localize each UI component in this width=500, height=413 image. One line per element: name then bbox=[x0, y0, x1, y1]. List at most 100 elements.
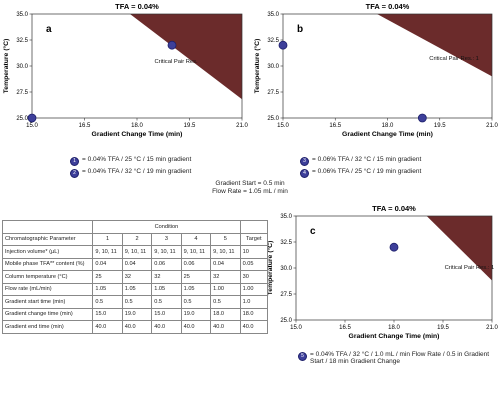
condition-number-header: 1 bbox=[92, 232, 123, 246]
target-header: Target bbox=[239, 232, 269, 246]
param-cell: Mobile phase TFA** content (%) bbox=[1, 257, 94, 271]
x-tick-label: 21.0 bbox=[236, 123, 248, 129]
y-tick-label: 35.0 bbox=[280, 214, 292, 220]
table-row: Gradient end time (min) 40.0 40.0 40.0 40.0 4… bbox=[1, 320, 269, 334]
value-cell: 9, 10, 11 bbox=[151, 245, 182, 259]
data-point-4 bbox=[417, 113, 427, 123]
legend-text: = 0.04% TFA / 32 °C / 1.0 mL / min Flow … bbox=[310, 351, 490, 365]
condition-number-header: 5 bbox=[210, 232, 241, 246]
param-cell: Gradient start time (min) bbox=[1, 295, 94, 309]
target-cell: 0.05 bbox=[239, 257, 269, 271]
table-row: Gradient change time (min) 15.0 19.0 15.0 19… bbox=[1, 307, 269, 321]
legend-text: = 0.06% TFA / 25 °C / 19 min gradient bbox=[312, 168, 422, 175]
value-cell: 0.06 bbox=[180, 257, 212, 271]
value-cell: 0.06 bbox=[151, 257, 182, 271]
table-row: Flow rate (mL/min) 1.05 1.05 1.05 1.05 1.00 1.… bbox=[1, 282, 269, 296]
critical-pair-label: Critical Pair Res.: 1 bbox=[429, 56, 479, 62]
param-cell: Flow rate (mL/min) bbox=[1, 282, 94, 296]
legend-item: 3 = 0.06% TFA / 32 °C / 15 min gradient bbox=[300, 156, 421, 166]
legend-a: 1 = 0.04% TFA / 25 °C / 15 min gradient 2 =… bbox=[70, 156, 191, 181]
param-header: Chromatographic Parameter bbox=[1, 232, 94, 246]
value-cell: 1.00 bbox=[210, 282, 241, 296]
x-tick-label: 16.5 bbox=[329, 123, 341, 129]
value-cell: 0.5 bbox=[210, 295, 241, 309]
x-tick-label: 18.0 bbox=[382, 123, 394, 129]
y-axis-label: Temperature (°C) bbox=[266, 241, 274, 296]
legend-marker-5: 5 bbox=[298, 352, 307, 361]
x-tick-label: 21.0 bbox=[486, 123, 498, 129]
target-cell: 40.0 bbox=[239, 320, 269, 334]
table-corner-cell bbox=[1, 220, 94, 234]
value-cell: 15.0 bbox=[92, 307, 123, 321]
y-tick-label: 32.5 bbox=[16, 38, 28, 44]
y-tick-label: 25.0 bbox=[280, 318, 292, 324]
param-cell: Gradient change time (min) bbox=[1, 307, 94, 321]
y-tick-label: 35.0 bbox=[267, 12, 279, 18]
value-cell: 40.0 bbox=[180, 320, 212, 334]
chart-title: TFA = 0.04% bbox=[372, 204, 416, 213]
legend-marker-3: 3 bbox=[300, 157, 309, 166]
legend-item: 1 = 0.04% TFA / 25 °C / 15 min gradient bbox=[70, 156, 191, 166]
data-point-2 bbox=[167, 40, 177, 50]
panel-label: c bbox=[310, 226, 316, 237]
table-row: Gradient start time (min) 0.5 0.5 0.5 0.5 0.5… bbox=[1, 295, 269, 309]
target-cell: 1.00 bbox=[239, 282, 269, 296]
x-tick-label: 18.0 bbox=[388, 325, 400, 331]
x-axis-label: Gradient Change Time (min) bbox=[342, 131, 433, 138]
target-header-top bbox=[239, 220, 269, 234]
y-tick-label: 27.5 bbox=[16, 90, 28, 96]
critical-pair-label: Critical Pair Res. bbox=[155, 59, 199, 65]
param-cell: Injection volume* (µL) bbox=[1, 245, 94, 259]
target-cell: 1.0 bbox=[239, 295, 269, 309]
panel-label: b bbox=[297, 24, 303, 35]
x-tick-label: 15.0 bbox=[290, 325, 302, 331]
legend-item: 2 = 0.04% TFA / 32 °C / 19 min gradient bbox=[70, 168, 191, 178]
y-tick-label: 27.5 bbox=[267, 90, 279, 96]
critical-region bbox=[426, 216, 492, 281]
critical-pair-label: Critical Pair Res.: 1 bbox=[445, 265, 495, 271]
value-cell: 32 bbox=[151, 270, 182, 284]
table-header-row-1: Condition bbox=[1, 220, 269, 234]
y-tick-label: 27.5 bbox=[280, 292, 292, 298]
chart-a: TFA = 0.04% Critical Pair Res. 15.0 16.5 18.… bbox=[2, 2, 248, 138]
x-tick-label: 16.5 bbox=[339, 325, 351, 331]
value-cell: 18.0 bbox=[210, 307, 241, 321]
value-cell: 25 bbox=[92, 270, 123, 284]
x-tick-label: 16.5 bbox=[79, 123, 91, 129]
y-tick-label: 25.0 bbox=[16, 116, 28, 122]
legend-item: 4 = 0.06% TFA / 25 °C / 19 min gradient bbox=[300, 168, 422, 178]
critical-region bbox=[377, 14, 492, 77]
y-axis-label: Temperature (°C) bbox=[2, 39, 10, 94]
data-point-1 bbox=[27, 113, 37, 123]
value-cell: 25 bbox=[180, 270, 212, 284]
x-tick-label: 19.5 bbox=[184, 123, 196, 129]
y-tick-label: 25.0 bbox=[267, 116, 279, 122]
legend-b: 3 = 0.06% TFA / 32 °C / 15 min gradient 4 =… bbox=[300, 156, 422, 181]
value-cell: 9, 10, 11 bbox=[121, 245, 153, 259]
y-tick-label: 32.5 bbox=[280, 240, 292, 246]
x-tick-label: 21.0 bbox=[486, 325, 498, 331]
target-cell: 10 bbox=[239, 245, 269, 259]
condition-header: Condition bbox=[92, 220, 241, 234]
param-cell: Gradient end time (min) bbox=[1, 320, 94, 334]
x-tick-label: 15.0 bbox=[277, 123, 289, 129]
value-cell: 19.0 bbox=[180, 307, 212, 321]
critical-region bbox=[130, 14, 242, 100]
x-axis-label: Gradient Change Time (min) bbox=[92, 131, 183, 138]
x-tick-label: 19.5 bbox=[434, 123, 446, 129]
value-cell: 0.04 bbox=[92, 257, 123, 271]
value-cell: 0.5 bbox=[151, 295, 182, 309]
legend-c: 5 = 0.04% TFA / 32 °C / 1.0 mL / min Flow… bbox=[298, 351, 498, 368]
condition-number-header: 3 bbox=[151, 232, 182, 246]
value-cell: 15.0 bbox=[151, 307, 182, 321]
value-cell: 9, 10, 11 bbox=[180, 245, 212, 259]
x-tick-label: 15.0 bbox=[26, 123, 38, 129]
value-cell: 1.05 bbox=[121, 282, 153, 296]
value-cell: 0.5 bbox=[180, 295, 212, 309]
value-cell: 40.0 bbox=[151, 320, 182, 334]
value-cell: 40.0 bbox=[92, 320, 123, 334]
value-cell: 9, 10, 11 bbox=[210, 245, 241, 259]
condition-number-header: 4 bbox=[180, 232, 212, 246]
condition-number-header: 2 bbox=[121, 232, 153, 246]
